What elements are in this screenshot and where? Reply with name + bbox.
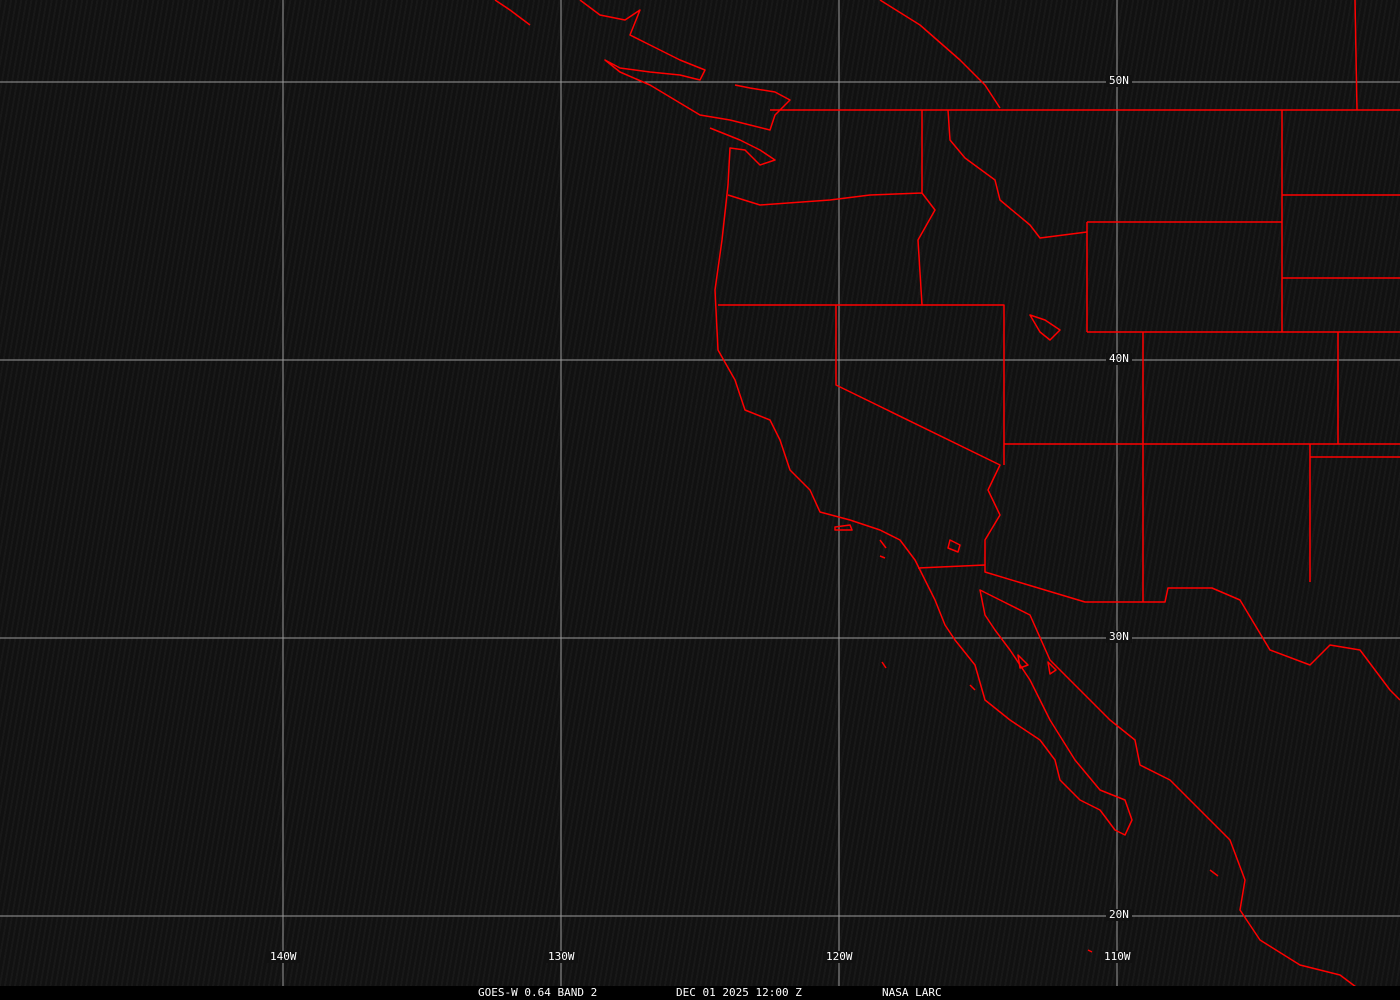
caption-source: NASA LARC xyxy=(882,986,942,999)
coastline-bc xyxy=(494,0,1001,131)
image-caption: GOES-W 0.64 BAND 2 DEC 01 2025 12:00 Z N… xyxy=(0,986,1400,1000)
lat-label-40n: 40N xyxy=(1106,353,1132,365)
lat-label-20n: 20N xyxy=(1106,909,1132,921)
lat-label-30n: 30N xyxy=(1106,631,1132,643)
lon-label-120w: 120W xyxy=(823,951,856,963)
caption-satellite: GOES-W 0.64 BAND 2 xyxy=(478,986,598,999)
lon-label-130w: 130W xyxy=(545,951,578,963)
us-mexico-border xyxy=(917,564,1400,701)
lon-label-110w: 110W xyxy=(1101,951,1134,963)
state-borders xyxy=(718,0,1400,602)
lon-label-140w: 140W xyxy=(267,951,300,963)
caption-datetime: DEC 01 2025 12:00 Z xyxy=(676,986,802,999)
coastline-west xyxy=(709,127,1361,991)
lat-label-50n: 50N xyxy=(1106,75,1132,87)
islands xyxy=(834,314,1219,953)
